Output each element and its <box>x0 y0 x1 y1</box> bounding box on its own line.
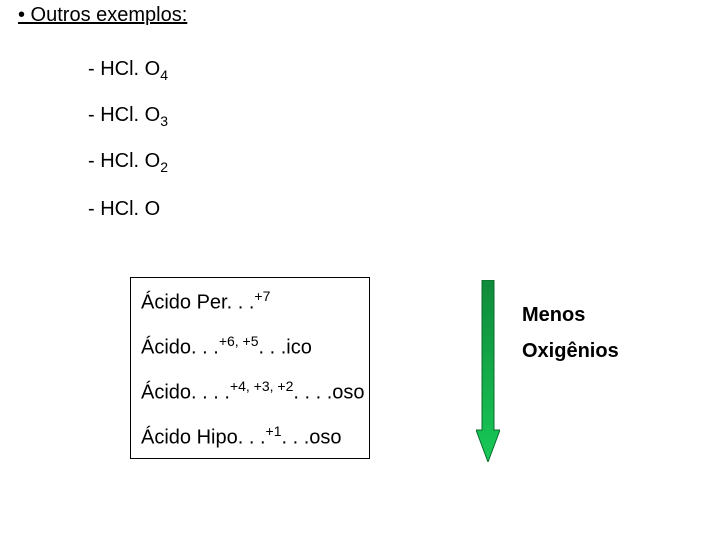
acid-line-oso: Ácido. . . .+4, +3, +2. . . .oso <box>141 378 365 405</box>
acid-line4-a: Ácido Hipo. . . <box>141 427 266 449</box>
acid-line-per-ico: Ácido Per. . .+7 <box>141 288 270 315</box>
acid-line2-sup: +6, +5 <box>219 333 259 349</box>
formula-3-prefix: - HCl. O <box>88 150 160 172</box>
formula-1-prefix: - HCl. O <box>88 58 160 80</box>
acid-line4-sup: +1 <box>266 423 282 439</box>
formula-item-1: - HCl. O4 <box>88 58 168 83</box>
acid-line3-b: . . . .oso <box>293 382 364 404</box>
acid-naming-box: Ácido Per. . .+7 Ácido. . .+6, +5. . .ic… <box>130 277 370 459</box>
acid-line-hipo-oso: Ácido Hipo. . .+1. . .oso <box>141 423 342 450</box>
acid-line2-a: Ácido. . . <box>141 337 219 359</box>
formula-item-2: - HCl. O3 <box>88 104 168 129</box>
label-menos: Menos <box>522 304 585 327</box>
label-oxigenios: Oxigênios <box>522 340 619 363</box>
formula-2-sub: 3 <box>160 113 168 129</box>
acid-line3-a: Ácido. . . . <box>141 382 230 404</box>
acid-line2-b: . . .ico <box>259 337 312 359</box>
formula-item-4: - HCl. O <box>88 198 160 221</box>
acid-line1-a: Ácido Per. . . <box>141 292 254 314</box>
acid-line3-sup: +4, +3, +2 <box>230 378 293 394</box>
formula-2-prefix: - HCl. O <box>88 104 160 126</box>
heading-text: • Outros exemplos: <box>18 4 187 27</box>
acid-line4-b: . . .oso <box>281 427 341 449</box>
acid-line-ico: Ácido. . .+6, +5. . .ico <box>141 333 312 360</box>
down-arrow-icon <box>476 280 500 462</box>
formula-item-3: - HCl. O2 <box>88 150 168 175</box>
acid-line1-sup: +7 <box>254 288 270 304</box>
formula-4-prefix: - HCl. O <box>88 198 160 220</box>
formula-1-sub: 4 <box>160 67 168 83</box>
formula-3-sub: 2 <box>160 159 168 175</box>
